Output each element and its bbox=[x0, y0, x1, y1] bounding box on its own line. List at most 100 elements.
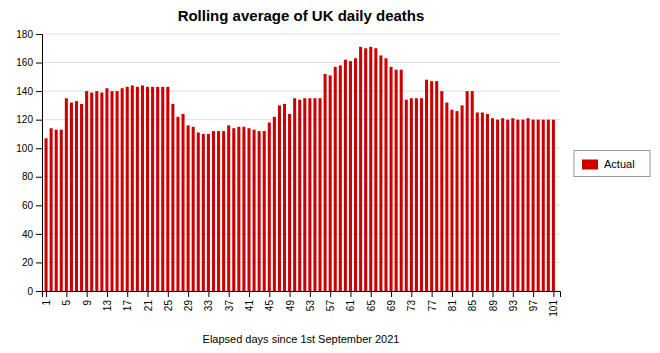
y-tick-label: 0 bbox=[27, 286, 33, 297]
bar bbox=[202, 134, 205, 291]
bar bbox=[263, 131, 266, 291]
bar bbox=[481, 113, 484, 291]
x-tick: 45 bbox=[264, 291, 275, 311]
bar bbox=[121, 88, 124, 291]
x-tick: 1 bbox=[41, 291, 52, 306]
bar bbox=[298, 100, 301, 291]
x-tick-mark bbox=[208, 291, 209, 297]
bar bbox=[369, 47, 372, 291]
bar bbox=[324, 74, 327, 291]
bar bbox=[486, 114, 489, 291]
bar bbox=[400, 70, 403, 291]
x-tick-mark bbox=[269, 291, 270, 297]
bar bbox=[516, 120, 519, 291]
bar bbox=[242, 127, 245, 291]
bar bbox=[420, 98, 423, 291]
bar bbox=[278, 105, 281, 291]
bar bbox=[303, 98, 306, 291]
y-tick: 40 bbox=[22, 229, 42, 240]
x-tick-label: 5 bbox=[61, 300, 72, 306]
bar bbox=[532, 120, 535, 291]
x-tick-label: 37 bbox=[224, 300, 235, 312]
y-tick-mark bbox=[36, 177, 42, 178]
x-tick-label: 73 bbox=[406, 300, 417, 312]
bar bbox=[75, 101, 78, 291]
x-tick-mark bbox=[290, 291, 291, 297]
bars bbox=[45, 47, 555, 291]
bar bbox=[80, 104, 83, 291]
x-tick-label: 57 bbox=[325, 300, 336, 312]
legend-swatch bbox=[582, 160, 598, 170]
bar bbox=[384, 58, 387, 291]
grid-line bbox=[42, 91, 560, 92]
bar bbox=[440, 91, 443, 291]
x-tick-label: 1 bbox=[41, 300, 52, 306]
bar bbox=[537, 120, 540, 291]
bar bbox=[471, 91, 474, 291]
bar bbox=[395, 70, 398, 291]
x-tick-label: 9 bbox=[82, 300, 93, 306]
x-tick-mark bbox=[391, 291, 392, 297]
x-tick-mark bbox=[411, 291, 412, 297]
x-tick-mark bbox=[310, 291, 311, 297]
x-tick: 101 bbox=[548, 291, 559, 317]
x-tick: 33 bbox=[203, 291, 214, 311]
bar bbox=[273, 117, 276, 291]
bar bbox=[126, 87, 129, 291]
x-tick: 29 bbox=[183, 291, 194, 311]
x-tick-label: 89 bbox=[488, 300, 499, 312]
bar bbox=[151, 87, 154, 291]
bar bbox=[176, 117, 179, 291]
y-tick: 160 bbox=[16, 57, 42, 68]
x-tick: 17 bbox=[122, 291, 133, 311]
bar bbox=[171, 104, 174, 291]
x-tick-mark bbox=[432, 291, 433, 297]
bar bbox=[156, 87, 159, 291]
bar bbox=[268, 123, 271, 291]
x-tick-mark bbox=[107, 291, 108, 297]
bar bbox=[60, 130, 63, 291]
grid bbox=[42, 34, 560, 291]
x-tick-mark bbox=[533, 291, 534, 297]
x-tick: 65 bbox=[366, 291, 377, 311]
y-tick-mark bbox=[36, 91, 42, 92]
chart-container: 1591317212529333741454953576165697377818… bbox=[0, 0, 660, 353]
grid-line bbox=[42, 34, 560, 35]
x-tick-mark bbox=[66, 291, 67, 297]
bar bbox=[237, 127, 240, 291]
x-tick-mark bbox=[229, 291, 230, 297]
y-tick-label: 20 bbox=[22, 257, 34, 268]
x-tick: 85 bbox=[467, 291, 478, 311]
legend: Actual bbox=[574, 151, 650, 177]
x-tick-label: 33 bbox=[203, 300, 214, 312]
grid-line bbox=[42, 62, 560, 63]
x-tick-mark bbox=[330, 291, 331, 297]
bar bbox=[344, 60, 347, 291]
bar bbox=[182, 114, 185, 291]
x-tick-mark bbox=[188, 291, 189, 297]
bar bbox=[542, 120, 545, 291]
bar bbox=[288, 114, 291, 291]
y-tick: 80 bbox=[22, 171, 42, 182]
x-tick: 53 bbox=[305, 291, 316, 311]
x-tick: 93 bbox=[508, 291, 519, 311]
bar bbox=[232, 128, 235, 291]
y-tick-label: 180 bbox=[16, 29, 33, 40]
bar bbox=[379, 55, 382, 291]
x-tick-label: 93 bbox=[508, 300, 519, 312]
x-tick-mark bbox=[371, 291, 372, 297]
x-tick-label: 21 bbox=[143, 300, 154, 312]
x-tick-label: 41 bbox=[244, 300, 255, 312]
x-tick: 69 bbox=[386, 291, 397, 311]
bar bbox=[349, 61, 352, 291]
y-tick: 60 bbox=[22, 200, 42, 211]
y-tick-label: 100 bbox=[16, 143, 33, 154]
y-tick: 0 bbox=[27, 286, 42, 297]
x-tick: 9 bbox=[82, 291, 93, 306]
y-tick-label: 60 bbox=[22, 200, 34, 211]
bar bbox=[491, 118, 494, 291]
bar bbox=[501, 118, 504, 291]
bar bbox=[217, 131, 220, 291]
x-tick-mark bbox=[553, 291, 554, 297]
y-tick: 120 bbox=[16, 114, 42, 125]
